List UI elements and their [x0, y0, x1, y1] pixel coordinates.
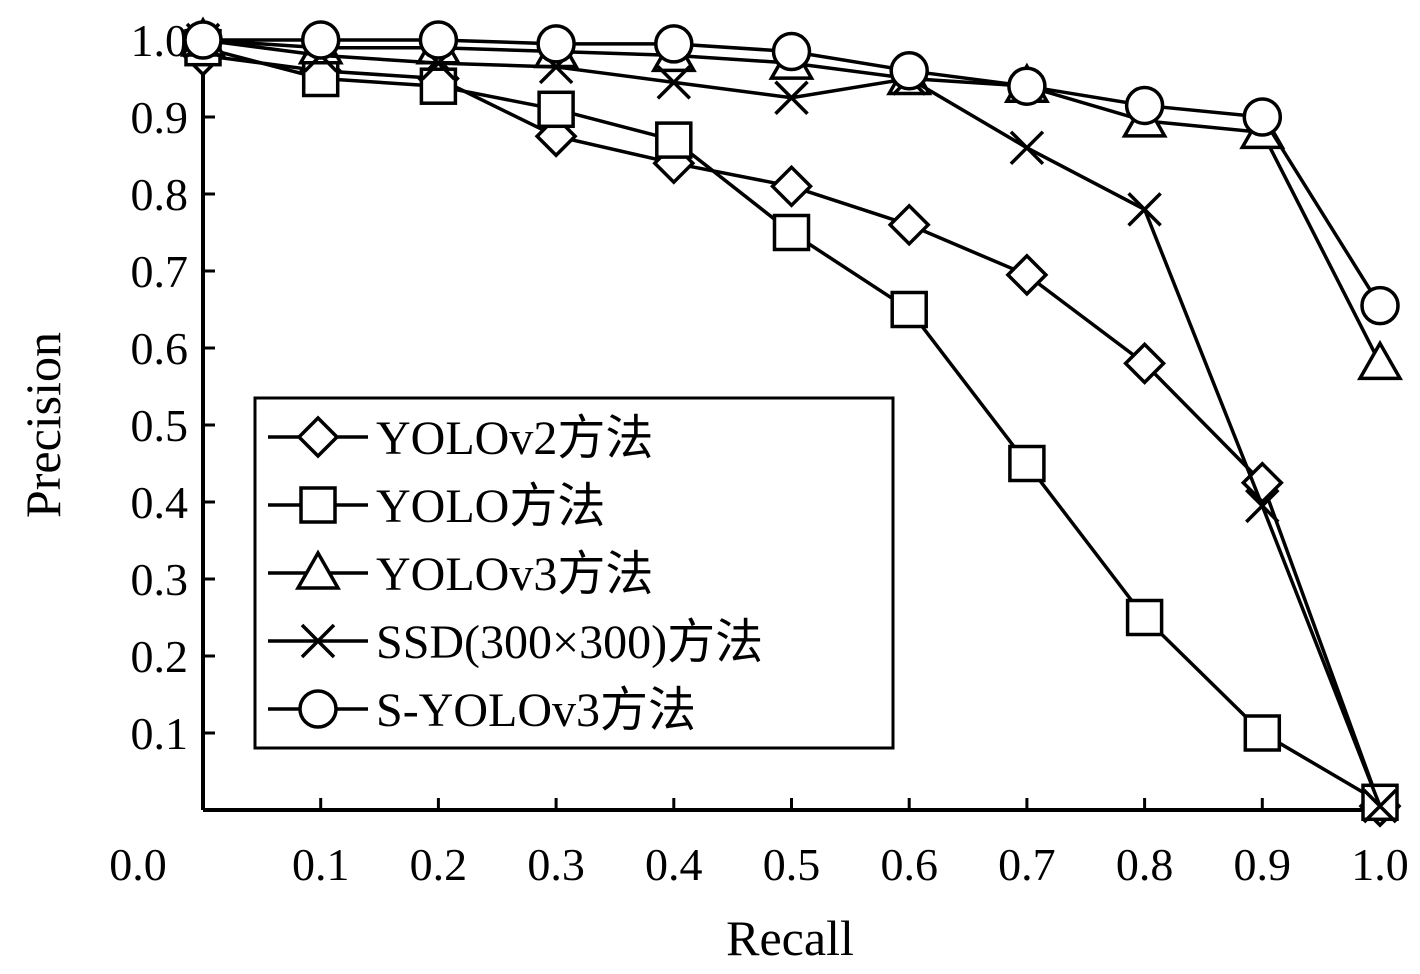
data-point [654, 24, 694, 64]
legend-item: YOLOv3方法 [268, 548, 653, 601]
legend-label: SSD(300×300)方法 [376, 616, 763, 669]
legend-item: YOLOv2方法 [268, 412, 653, 465]
data-point [1009, 130, 1045, 166]
x-tick-label: 0.5 [763, 839, 821, 890]
data-point [772, 213, 811, 252]
data-point [655, 121, 693, 159]
legend-item: YOLO方法 [268, 480, 605, 533]
legend-item: SSD(300×300)方法 [268, 616, 763, 669]
data-point [890, 290, 928, 329]
data-point [536, 24, 576, 64]
data-point [1123, 341, 1167, 385]
x-tick-label: 0.1 [292, 839, 350, 890]
data-point [300, 20, 341, 60]
data-point [183, 20, 223, 60]
y-ticks: 0.1 0.2 0.3 0.4 0.5 0.6 0.7 0.8 0.9 1.0 [131, 15, 215, 759]
data-point [1245, 488, 1280, 524]
legend: YOLOv2方法 YOLO方法 YOLOv3方法 SSD(300×300)方法 S-YO… [253, 396, 895, 750]
data-point [1243, 714, 1282, 752]
data-point [537, 90, 575, 129]
x-tick-label: 0.0 [109, 839, 167, 890]
x-tick-label: 0.9 [1234, 839, 1292, 890]
x-tick-label: 0.6 [880, 839, 938, 890]
data-point [1005, 253, 1049, 297]
series-4 [183, 20, 1400, 326]
y-tick-label: 0.9 [131, 92, 189, 143]
data-point [1242, 97, 1283, 137]
data-point [887, 203, 931, 247]
legend-marker [296, 415, 340, 459]
x-tick-label: 0.4 [645, 839, 703, 890]
y-tick-label: 0.5 [131, 400, 189, 451]
data-point [1360, 285, 1400, 326]
y-tick-label: 0.2 [131, 631, 189, 682]
y-tick-label: 0.3 [131, 554, 189, 605]
data-point [418, 20, 459, 60]
data-point [770, 164, 813, 208]
data-point [1127, 192, 1162, 227]
y-tick-label: 0.7 [131, 246, 189, 297]
x-tick-label: 0.7 [998, 839, 1056, 890]
data-point [1124, 85, 1165, 126]
data-point [1007, 66, 1047, 106]
y-tick-label: 0.6 [131, 323, 189, 374]
legend-marker [294, 549, 342, 590]
y-tick-label: 0.1 [131, 708, 189, 759]
y-axis-title: Precision [15, 332, 71, 518]
data-point [889, 51, 929, 91]
data-point [656, 65, 692, 100]
data-point [1125, 598, 1164, 637]
data-point [1356, 339, 1404, 381]
legend-marker [298, 689, 338, 729]
data-point [771, 31, 812, 72]
data-point [1008, 444, 1046, 483]
legend-marker [299, 486, 337, 524]
x-ticks: 0.0 0.1 0.2 0.3 0.4 0.5 0.6 0.7 0.8 0.9 1.0 [109, 798, 1409, 890]
series-group [179, 16, 1404, 828]
legend-label: YOLO方法 [376, 480, 605, 533]
legend-item: S-YOLOv3方法 [268, 684, 696, 737]
legend-label: YOLOv3方法 [376, 548, 653, 601]
y-tick-label: 0.8 [131, 169, 189, 220]
data-point [774, 80, 809, 115]
x-axis-title: Recall [726, 910, 854, 966]
x-tick-label: 0.2 [410, 839, 468, 890]
x-tick-label: 0.8 [1116, 839, 1174, 890]
legend-label: S-YOLOv3方法 [376, 684, 696, 737]
x-tick-label: 1.0 [1351, 839, 1409, 890]
y-tick-label: 0.4 [131, 477, 189, 528]
legend-marker [300, 623, 336, 659]
data-point [1362, 788, 1398, 824]
x-tick-label: 0.3 [527, 839, 585, 890]
y-tick-label: 1.0 [131, 15, 189, 66]
legend-label: YOLOv2方法 [376, 412, 653, 465]
